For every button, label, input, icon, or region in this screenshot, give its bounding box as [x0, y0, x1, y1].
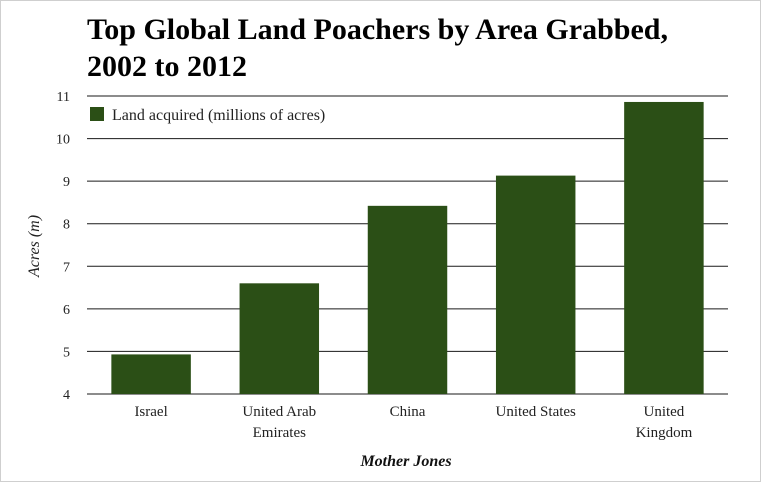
x-category-label: China — [390, 404, 426, 420]
source-credit: Mother Jones — [359, 453, 451, 470]
y-tick-label: 10 — [56, 133, 70, 148]
bar — [239, 283, 320, 394]
y-tick-label: 4 — [63, 388, 70, 403]
y-tick-label: 5 — [63, 345, 70, 360]
y-tick-label: 8 — [63, 218, 70, 233]
bar — [111, 354, 191, 394]
x-category-label: United Kingdom — [636, 404, 693, 441]
legend: Land acquired (millions of acres) — [90, 107, 325, 124]
y-axis-ticks: 4 5 6 7 8 9 10 11 — [56, 90, 70, 403]
legend-label: Land acquired (millions of acres) — [112, 107, 325, 124]
y-tick-label: 11 — [57, 90, 70, 105]
x-axis-labels: Israel United Arab Emirates China United Sta… — [134, 404, 692, 441]
y-tick-label: 9 — [63, 175, 70, 190]
x-category-label: Israel — [134, 404, 167, 420]
chart-title: Top Global Land Poachers by Area Grabbed… — [87, 13, 668, 83]
y-axis-label: Acres (m) — [26, 215, 43, 278]
x-category-label: United States — [495, 404, 576, 420]
bar — [367, 205, 448, 394]
y-tick-label: 7 — [63, 260, 70, 275]
x-category-label: United Arab Emirates — [242, 404, 316, 441]
bar — [624, 101, 704, 395]
bar — [495, 175, 576, 394]
bars — [111, 101, 704, 395]
y-tick-label: 6 — [63, 303, 70, 318]
legend-swatch — [90, 107, 104, 121]
